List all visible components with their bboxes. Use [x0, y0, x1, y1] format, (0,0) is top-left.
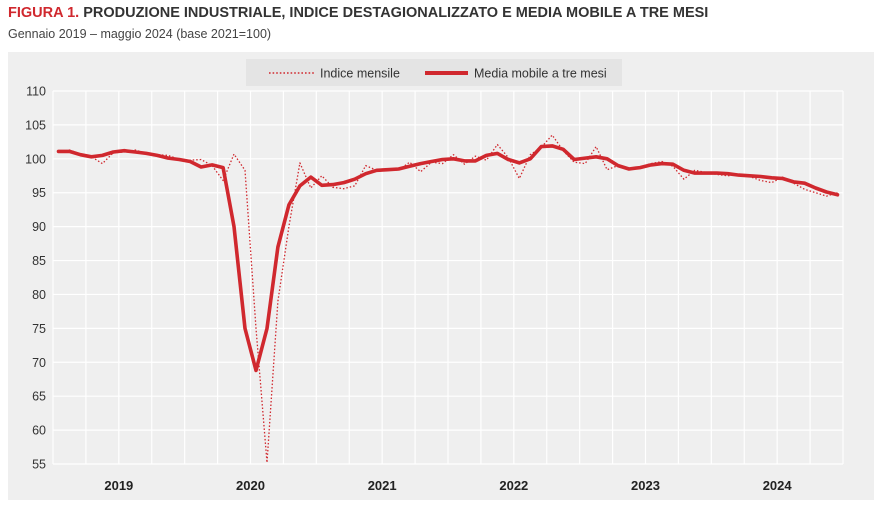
y-tick-label: 105 — [25, 118, 46, 132]
y-tick-label: 100 — [25, 152, 46, 166]
y-tick-label: 90 — [32, 220, 46, 234]
legend-label-moving-average: Media mobile a tre mesi — [474, 67, 607, 81]
x-tick-label: 2024 — [763, 478, 793, 493]
legend: Indice mensile Media mobile a tre mesi — [246, 59, 622, 86]
y-tick-label: 95 — [32, 186, 46, 200]
x-tick-label: 2019 — [104, 478, 133, 493]
x-tick-label: 2022 — [499, 478, 528, 493]
y-tick-label: 60 — [32, 424, 46, 438]
gridlines — [52, 90, 844, 465]
chart-title: FIGURA 1. PRODUZIONE INDUSTRIALE, INDICE… — [8, 5, 708, 21]
x-axis: 2019 2020 2021 2022 2023 2024 — [104, 478, 792, 493]
y-axis: 110 105 100 95 90 85 80 75 70 65 60 55 — [25, 85, 46, 472]
x-tick-label: 2021 — [368, 478, 397, 493]
series-line-moving-average — [56, 144, 840, 373]
title-text: PRODUZIONE INDUSTRIALE, INDICE DESTAGION… — [83, 5, 709, 21]
y-tick-label: 70 — [32, 356, 46, 370]
figure-label: FIGURA 1. — [8, 5, 80, 21]
y-tick-label: 75 — [32, 322, 46, 336]
y-tick-label: 55 — [32, 458, 46, 472]
x-tick-label: 2023 — [631, 478, 660, 493]
y-tick-label: 85 — [32, 254, 46, 268]
y-tick-label: 110 — [26, 85, 46, 99]
legend-label-monthly: Indice mensile — [320, 67, 400, 81]
chart-subtitle: Gennaio 2019 – maggio 2024 (base 2021=10… — [8, 27, 272, 41]
y-tick-label: 65 — [32, 390, 46, 404]
series-layer — [56, 134, 840, 464]
y-tick-label: 80 — [32, 288, 46, 302]
x-tick-label: 2020 — [236, 478, 265, 493]
